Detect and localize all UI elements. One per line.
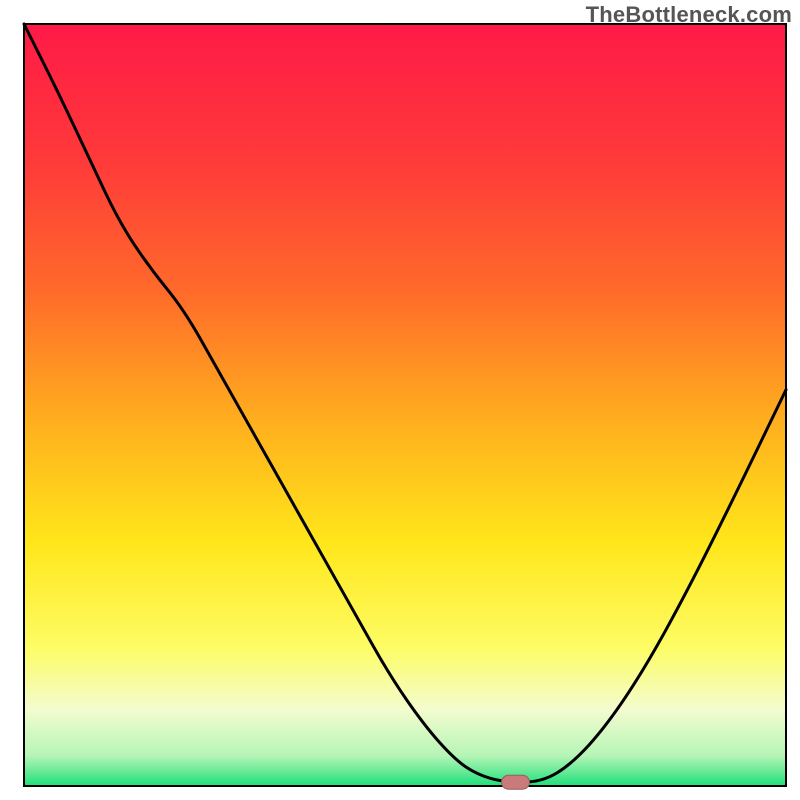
optimal-marker — [501, 775, 529, 789]
chart-container: TheBottleneck.com — [0, 0, 800, 800]
chart-svg — [0, 0, 800, 800]
watermark-text: TheBottleneck.com — [586, 2, 792, 28]
gradient-background — [24, 24, 786, 786]
